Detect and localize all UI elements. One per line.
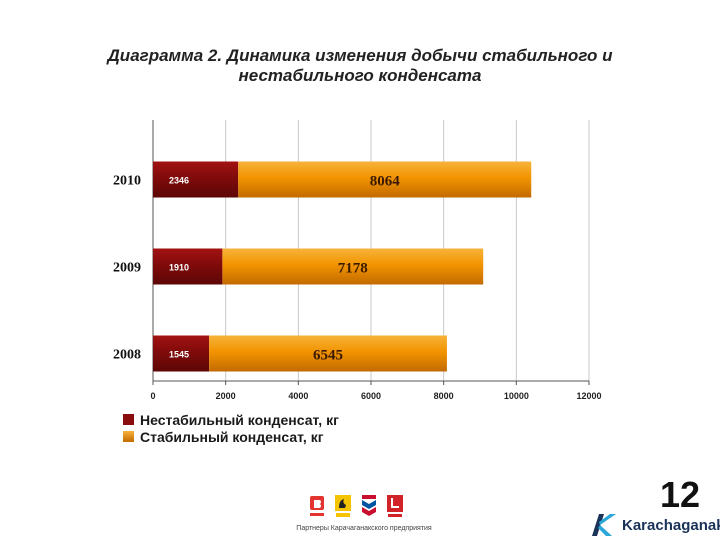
legend: Нестабильный конденсат, кг Стабильный ко… [123, 411, 339, 445]
lukoil-logo [387, 495, 403, 517]
bar-label-unstable: 1910 [169, 263, 189, 273]
legend-label-unstable: Нестабильный конденсат, кг [140, 411, 339, 428]
karachaganak-k-icon [592, 514, 616, 536]
chart-title-line-2: нестабильного конденсата [238, 66, 482, 85]
bar-label-stable: 7178 [338, 261, 368, 277]
brand-name: Karachaganak [622, 516, 720, 534]
bar-stable [209, 335, 447, 372]
x-tick-label: 12000 [576, 391, 601, 401]
x-tick-label: 10000 [504, 391, 529, 401]
category-label: 2010 [113, 174, 141, 189]
bar-label-unstable: 2346 [169, 176, 189, 186]
x-tick-labels: 0 2000 4000 6000 8000 10000 12000 [150, 391, 601, 401]
legend-item-unstable: Нестабильный конденсат, кг [123, 411, 339, 428]
bar-unstable [153, 335, 210, 372]
legend-swatch-stable [123, 431, 134, 442]
bar-stable [222, 248, 484, 285]
chart-title-line-1: Диаграмма 2. Динамика изменения добычи с… [107, 46, 613, 65]
category-label: 2009 [113, 261, 141, 276]
x-tick-label: 0 [150, 391, 155, 401]
legend-label-stable: Стабильный конденсат, кг [140, 428, 324, 445]
x-tick-label: 8000 [434, 391, 454, 401]
karachaganak-logo: Karachaganak [590, 512, 720, 538]
bar-value-labels: 2346 8064 1910 7178 1545 6545 [169, 174, 400, 364]
legend-swatch-unstable [123, 414, 134, 425]
partner-logos: Партнеры Карачаганакского предприятия [284, 494, 444, 538]
eni-logo [335, 495, 351, 517]
bar-unstable [153, 248, 223, 285]
x-tick-label: 2000 [216, 391, 236, 401]
bar-label-stable: 6545 [313, 348, 343, 364]
chevron-logo [362, 495, 376, 516]
legend-item-stable: Стабильный конденсат, кг [123, 428, 339, 445]
bar-label-unstable: 1545 [169, 350, 189, 360]
bar-stable [238, 161, 532, 198]
partners-caption: Партнеры Карачаганакского предприятия [296, 525, 432, 532]
chart-title: Диаграмма 2. Динамика изменения добычи с… [40, 46, 680, 86]
category-label: 2008 [113, 348, 141, 363]
x-tick-label: 4000 [288, 391, 308, 401]
bg-logo [310, 496, 324, 516]
x-tick-label: 6000 [361, 391, 381, 401]
page-number: 12 [660, 474, 701, 515]
category-labels: 2010 2009 2008 [113, 174, 141, 363]
bars [153, 161, 532, 372]
bar-unstable [153, 161, 239, 198]
bar-label-stable: 8064 [370, 174, 401, 190]
